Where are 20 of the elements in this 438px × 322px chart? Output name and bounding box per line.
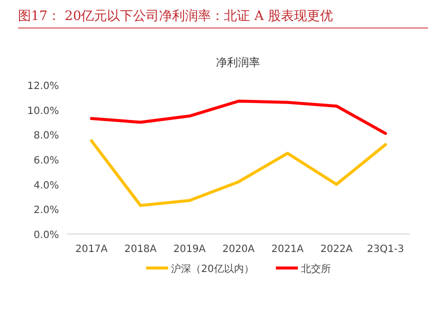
legend-label: 北交所 — [300, 263, 331, 275]
x-tick-label: 2022A — [320, 244, 353, 255]
y-tick-label: 10.0% — [27, 106, 59, 117]
y-tick-label: 8.0% — [34, 130, 59, 142]
y-tick-label: 0.0% — [34, 230, 59, 241]
chart-subtitle: 净利润率 — [216, 56, 260, 69]
y-tick-label: 4.0% — [34, 180, 59, 192]
x-tick-label: 23Q1-3 — [367, 244, 404, 255]
line-series — [90, 139, 387, 207]
x-tick-label: 2020A — [222, 244, 255, 255]
y-tick-label: 2.0% — [34, 205, 59, 216]
x-tick-label: 2017A — [75, 244, 108, 255]
y-tick-label: 6.0% — [34, 156, 59, 166]
legend-label: 沪深（20亿以内） — [171, 263, 254, 275]
chart-title: 图17： 20亿元以下公司净利润率：北证 A 股表现更优 — [18, 8, 333, 24]
x-tick-label: 2019A — [173, 244, 206, 255]
line-series — [90, 100, 387, 135]
x-tick-label: 2021A — [271, 244, 304, 255]
y-tick-label: 12.0% — [27, 81, 59, 92]
x-tick-label: 2018A — [124, 244, 157, 255]
